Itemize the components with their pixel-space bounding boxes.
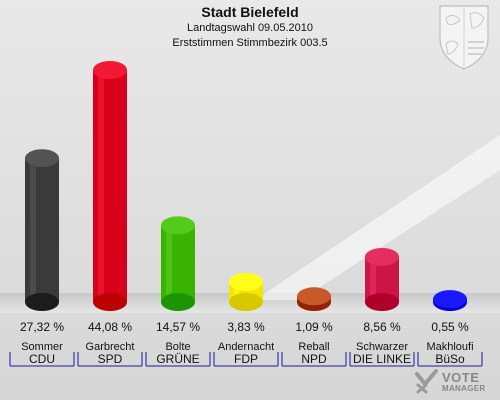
value-label: 1,09 % xyxy=(295,320,333,334)
bar-base xyxy=(229,293,263,311)
value-label: 0,55 % xyxy=(431,320,469,334)
party-label: SPD xyxy=(98,352,123,366)
party-label: NPD xyxy=(301,352,327,366)
candidate-label: Andernacht xyxy=(218,341,274,353)
party-label: GRÜNE xyxy=(156,352,199,366)
candidate-label: Garbrecht xyxy=(86,341,135,353)
chart-subtitle-district: Erststimmen Stimmbezirk 003.5 xyxy=(172,37,328,49)
value-label: 14,57 % xyxy=(156,320,200,334)
bar-spd xyxy=(93,61,127,311)
chart-subtitle-election: Landtagswahl 09.05.2010 xyxy=(187,22,313,34)
bars-group xyxy=(25,61,467,311)
bar-body xyxy=(161,225,195,302)
bar-base xyxy=(161,293,195,311)
bar-base xyxy=(93,293,127,311)
candidate-label: Makhloufi xyxy=(426,341,473,353)
bar-büso xyxy=(433,290,467,311)
bar-top xyxy=(365,247,399,266)
party-label: CDU xyxy=(29,352,55,366)
bar-top xyxy=(297,287,331,306)
bar-fdp xyxy=(229,272,263,311)
chart-titles: Stadt Bielefeld Landtagswahl 09.05.2010 … xyxy=(0,4,500,51)
bar-highlight xyxy=(166,225,172,302)
bar-body xyxy=(93,70,127,302)
vote-manager-logo: VOTE MANAGER xyxy=(414,368,494,396)
bar-highlight xyxy=(370,256,376,302)
value-label: 3,83 % xyxy=(227,320,265,334)
candidate-label: Bolte xyxy=(165,341,190,353)
bar-top xyxy=(93,61,127,79)
bar-top xyxy=(433,290,467,309)
bar-die-linke xyxy=(365,247,399,311)
value-label: 8,56 % xyxy=(363,320,401,334)
background-beam xyxy=(255,135,500,300)
brand-line1: VOTE xyxy=(442,370,480,385)
party-label: BüSo xyxy=(435,352,465,366)
value-label: 27,32 % xyxy=(20,320,64,334)
bar-base xyxy=(365,293,399,311)
value-label: 44,08 % xyxy=(88,320,132,334)
candidate-label: Schwarzer xyxy=(356,341,408,353)
candidate-label: Sommer xyxy=(21,341,63,353)
bar-top xyxy=(25,149,59,168)
bar-cdu xyxy=(25,149,59,311)
bar-grüne xyxy=(161,216,195,311)
bar-npd xyxy=(297,287,331,311)
bar-top xyxy=(229,272,263,291)
bar-top xyxy=(161,216,195,235)
chart-title: Stadt Bielefeld xyxy=(201,4,299,20)
coat-of-arms-icon xyxy=(439,5,489,70)
bar-highlight xyxy=(98,70,104,302)
vote-manager-check-icon xyxy=(415,369,438,394)
bar-body xyxy=(25,158,59,302)
party-label: DIE LINKE xyxy=(353,352,411,366)
bar-highlight xyxy=(30,158,36,302)
party-label: FDP xyxy=(234,352,258,366)
brand-line2: MANAGER xyxy=(442,384,486,393)
candidate-label: Reball xyxy=(298,341,329,353)
bar-highlight xyxy=(234,281,240,302)
bar-base xyxy=(25,293,59,311)
